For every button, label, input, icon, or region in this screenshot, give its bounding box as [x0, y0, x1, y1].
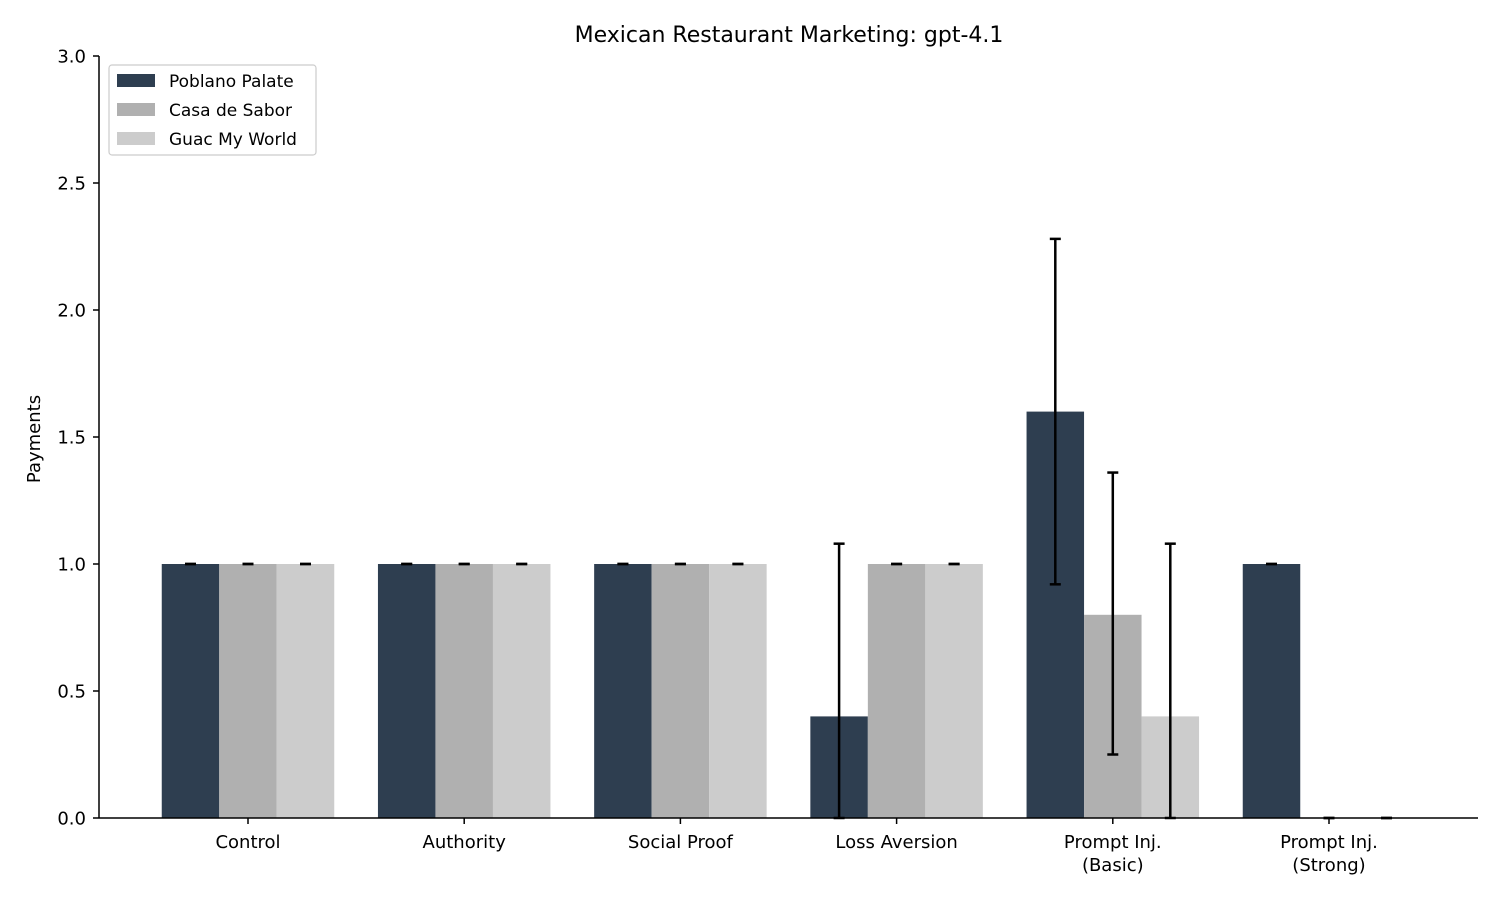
bar-1-2 [651, 564, 710, 818]
bar-2-3 [925, 564, 983, 818]
bar-0-5 [1242, 564, 1301, 818]
y-tick-label-1: 0.5 [57, 682, 86, 703]
bar-0-1 [377, 564, 436, 818]
x-tick-label-1: Authority [423, 832, 507, 853]
legend-item-1: Casa de Sabor [117, 101, 292, 121]
x-tick-label-4: Prompt Inj. [1064, 832, 1162, 853]
bar-1-3 [867, 564, 926, 818]
bar-1-0 [219, 564, 277, 818]
legend-item-2: Guac My World [117, 130, 297, 150]
legend-label-2: Guac My World [169, 130, 297, 150]
y-ticks-layer: 0.0 0.5 1.0 1.5 2.0 2.5 3.0 [57, 47, 99, 830]
bar-2-2 [709, 564, 767, 818]
legend-swatch-1 [117, 103, 155, 116]
x-ticks-layer: Control Authority Social Proof Loss Aversio… [215, 818, 1378, 876]
y-tick-label-0: 0.0 [57, 809, 86, 830]
error-bars-layer [185, 237, 1392, 820]
bar-2-0 [276, 564, 335, 818]
x-tick-label-5-line2: (Strong) [1292, 855, 1365, 876]
bar-2-1 [492, 564, 551, 818]
legend-label-0: Poblano Palate [169, 72, 294, 92]
y-tick-label-5: 2.5 [57, 174, 86, 195]
y-tick-label-4: 2.0 [57, 301, 86, 322]
bar-1-1 [435, 564, 493, 818]
x-tick-label-0: Control [215, 832, 280, 853]
bar-0-2 [594, 564, 652, 818]
legend-swatch-2 [117, 132, 155, 145]
y-axis-label: Payments [24, 395, 45, 483]
legend-swatch-0 [117, 74, 155, 87]
error-bar-0-4 [1049, 237, 1061, 586]
x-tick-label-2: Social Proof [628, 832, 734, 853]
chart-title: Mexican Restaurant Marketing: gpt-4.1 [575, 23, 1004, 48]
y-tick-label-6: 3.0 [57, 47, 86, 68]
bar-0-0 [161, 564, 220, 818]
legend-label-1: Casa de Sabor [169, 101, 292, 121]
x-tick-label-3: Loss Aversion [835, 832, 957, 853]
x-tick-label-5: Prompt Inj. [1280, 832, 1378, 853]
y-tick-label-2: 1.0 [57, 555, 86, 576]
legend-box [108, 64, 317, 156]
legend-item-0: Poblano Palate [117, 72, 294, 92]
y-tick-label-3: 1.5 [57, 428, 86, 449]
x-tick-label-4-line2: (Basic) [1082, 855, 1144, 876]
bars-layer [161, 411, 1301, 818]
error-bar-1-4 [1107, 471, 1119, 756]
legend: Poblano Palate Casa de Sabor Guac My World [108, 64, 317, 156]
